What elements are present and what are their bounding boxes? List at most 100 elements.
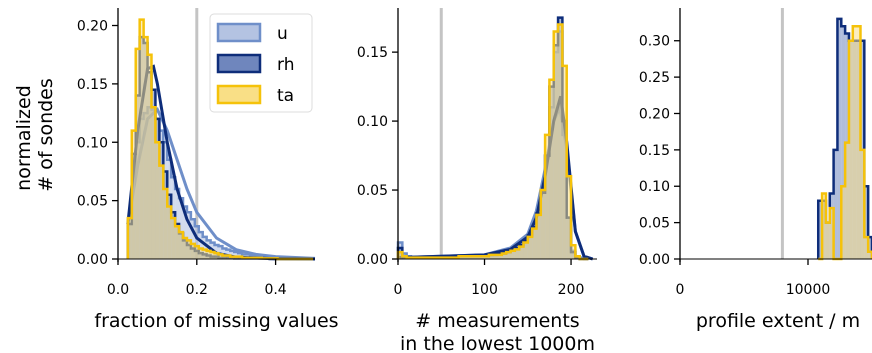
bar	[179, 198, 184, 259]
series-outline-ta	[396, 23, 589, 261]
bar	[822, 193, 826, 259]
bar	[864, 237, 869, 259]
x-axis-label-line: # measurements	[415, 310, 579, 332]
bar	[506, 252, 511, 259]
bar	[198, 248, 203, 259]
bar	[825, 222, 830, 259]
x-axis-label-line: fraction of missing values	[94, 310, 338, 332]
y-axis-label: normalized # of sondes	[13, 78, 57, 192]
bar	[484, 256, 489, 259]
y-axis-label-line-1: normalized	[13, 85, 35, 191]
bar	[852, 26, 857, 260]
bar	[562, 65, 567, 259]
bar	[841, 186, 846, 259]
x-tick-label: 10000	[786, 282, 831, 298]
y-tick-label: 0.00	[77, 252, 108, 268]
legend-item-rh: rh	[216, 53, 294, 75]
x-axis-label-line: profile extent / m	[696, 310, 860, 332]
y-tick-label: 0.20	[639, 106, 670, 122]
y-tick-label: 0.05	[77, 194, 108, 210]
bar	[190, 243, 195, 259]
panel-profile-extent: 0.00 0.05 0.10 0.15 0.20 0.25 0.30 0 10000 profil…	[639, 8, 872, 332]
series-ta	[818, 24, 872, 261]
bar	[549, 79, 554, 259]
y-tick-label: 0.10	[357, 114, 388, 130]
bar	[856, 26, 861, 260]
bar	[566, 176, 572, 259]
legend-swatch-u	[216, 22, 262, 43]
y-tick-label: 0.25	[639, 70, 670, 86]
legend-item-ta: ta	[216, 84, 294, 106]
bar	[171, 218, 176, 259]
bar	[143, 37, 148, 259]
bar	[848, 40, 853, 259]
bar	[553, 31, 559, 260]
bar	[198, 232, 203, 259]
y-tick-label: 0.10	[77, 135, 108, 151]
legend: u rh ta	[209, 13, 313, 113]
x-tick-label: 0.0	[107, 282, 129, 298]
bar	[202, 236, 207, 259]
panel-missing-fraction: 0.00 0.05 0.10 0.15 0.20 0.0 0.2 0.4 fraction of…	[77, 8, 339, 332]
x-tick-label: 0.4	[264, 282, 286, 298]
bar	[398, 252, 403, 259]
legend-item-u: u	[216, 22, 288, 44]
y-tick-label: 0.15	[639, 143, 670, 159]
x-axis-label: profile extent / m	[696, 310, 860, 332]
bar	[488, 254, 494, 259]
bar	[497, 254, 502, 259]
bar	[402, 256, 407, 259]
bar	[183, 237, 187, 259]
bar	[860, 149, 865, 259]
bar	[194, 226, 199, 259]
bar	[151, 107, 156, 259]
x-axis-label: # measurements in the lowest 1000m	[400, 310, 595, 353]
bar	[471, 256, 476, 259]
y-tick-label: 0.15	[77, 77, 108, 93]
bar	[155, 142, 160, 259]
series-outline-ta	[818, 24, 872, 261]
bar	[131, 130, 136, 259]
bar	[458, 256, 463, 259]
x-tick-label: 100	[471, 282, 498, 298]
bar	[167, 206, 172, 259]
bar	[226, 255, 231, 259]
x-tick-label: 0	[676, 282, 685, 298]
bar	[222, 255, 227, 259]
y-tick-label: 0.00	[639, 252, 670, 268]
bar	[519, 246, 524, 259]
bar	[540, 190, 546, 259]
bar	[467, 256, 472, 259]
bar	[214, 253, 219, 259]
x-axis-label-line: in the lowest 1000m	[400, 333, 595, 353]
bar	[139, 19, 144, 259]
bar	[833, 149, 838, 259]
bar	[194, 246, 199, 259]
bar	[202, 249, 207, 259]
bar	[532, 228, 537, 259]
x-tick-label: 0.2	[186, 282, 208, 298]
bar	[210, 251, 215, 259]
bar	[514, 249, 520, 259]
bar	[841, 26, 846, 260]
bar	[480, 256, 485, 259]
bar	[159, 165, 164, 259]
y-axis-label-line-2: # of sondes	[35, 78, 57, 192]
x-tick-label: 0	[394, 282, 403, 298]
bar	[186, 240, 191, 259]
bar	[829, 208, 834, 259]
series-ta	[126, 18, 314, 261]
bar	[523, 242, 528, 259]
bar	[558, 24, 563, 259]
bar	[127, 218, 132, 259]
bar	[536, 214, 541, 259]
y-tick-label: 0.20	[77, 19, 108, 35]
bar	[135, 48, 140, 259]
bar	[163, 188, 168, 259]
bar	[845, 142, 849, 259]
bar	[175, 226, 180, 259]
y-tick-label: 0.00	[357, 252, 388, 268]
bar	[493, 254, 498, 259]
bar	[864, 186, 869, 259]
